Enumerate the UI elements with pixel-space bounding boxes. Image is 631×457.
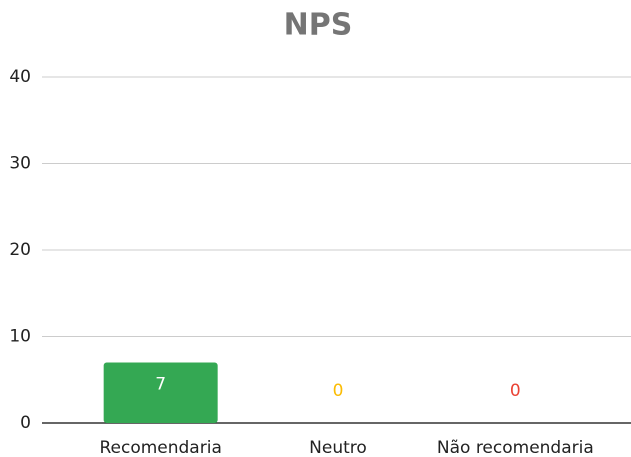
y-tick-label: 20 [9,240,31,260]
data-label: 7 [155,374,166,394]
chart-title: NPS [284,8,353,43]
y-tick-label: 0 [20,413,31,433]
data-label: 0 [333,381,344,401]
y-tick-label: 40 [9,67,31,87]
y-tick-label: 30 [9,154,31,174]
y-tick-label: 10 [9,327,31,347]
bar [103,362,218,423]
x-tick-label: Neutro [309,438,367,457]
x-tick-label: Recomendaria [99,438,221,457]
data-label: 0 [510,381,521,401]
x-tick-label: Não recomendaria [437,438,594,457]
